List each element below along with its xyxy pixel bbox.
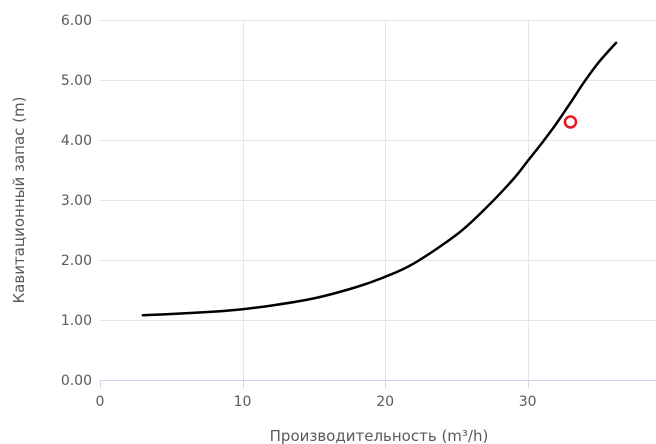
x-tick-label: 20 <box>376 394 394 410</box>
y-tick-label: 6.00 <box>61 13 92 29</box>
axis-layer: 0.00 1.00 2.00 3.00 4.00 5.00 6.00 0 10 20 30 <box>61 13 656 410</box>
x-tick-label: 10 <box>234 394 252 410</box>
x-tick-label: 30 <box>519 394 537 410</box>
operating-point-marker[interactable] <box>563 115 578 129</box>
y-tick-label: 1.00 <box>61 313 92 329</box>
series-line <box>141 41 618 317</box>
y-tick-label: 2.00 <box>61 253 92 269</box>
point-layer <box>563 115 578 129</box>
y-tick-label: 5.00 <box>61 73 92 89</box>
y-tick-label: 4.00 <box>61 133 92 149</box>
y-tick-label: 3.00 <box>61 193 92 209</box>
grid-layer <box>100 20 656 380</box>
y-axis-title: Кавитационный запас (m) <box>10 97 28 304</box>
y-tick-label: 0.00 <box>61 373 92 389</box>
series-layer <box>141 41 618 317</box>
x-tick-label: 0 <box>96 394 105 410</box>
x-axis-title: Производительность (m³/h) <box>270 427 489 444</box>
